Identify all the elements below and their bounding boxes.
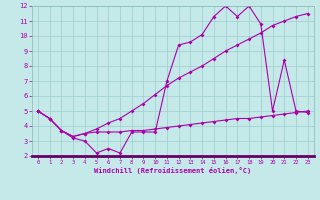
X-axis label: Windchill (Refroidissement éolien,°C): Windchill (Refroidissement éolien,°C) (94, 167, 252, 174)
